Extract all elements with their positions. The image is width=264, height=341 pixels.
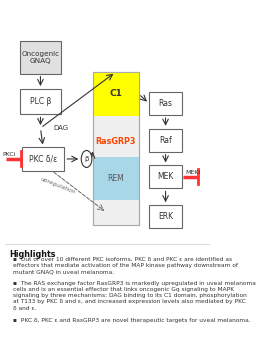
Text: ▪  The RAS exchange factor RasGRP3 is markedly upregulated in uveal melanoma
cel: ▪ The RAS exchange factor RasGRP3 is mar…: [13, 281, 256, 311]
Text: MEKi: MEKi: [185, 170, 200, 175]
FancyBboxPatch shape: [20, 89, 61, 115]
FancyBboxPatch shape: [149, 129, 182, 152]
Text: MEK: MEK: [157, 173, 174, 181]
Text: PKC δ/ε: PKC δ/ε: [29, 154, 57, 163]
Text: PLC β: PLC β: [30, 97, 51, 106]
Text: ▪  Out of over 10 different PKC isoforms, PKC δ and PKC ε are identified as
effe: ▪ Out of over 10 different PKC isoforms,…: [13, 257, 238, 275]
Text: REM: REM: [107, 174, 124, 183]
FancyBboxPatch shape: [93, 72, 139, 116]
Text: Raf: Raf: [159, 136, 172, 145]
FancyBboxPatch shape: [20, 42, 61, 74]
Circle shape: [81, 150, 92, 167]
FancyBboxPatch shape: [93, 72, 139, 225]
Text: Ras: Ras: [159, 99, 173, 108]
Text: PKCi: PKCi: [2, 152, 16, 157]
FancyBboxPatch shape: [93, 157, 139, 201]
FancyBboxPatch shape: [149, 92, 182, 115]
Text: upregulation: upregulation: [40, 176, 76, 195]
Text: DAG: DAG: [54, 125, 69, 131]
Text: ERK: ERK: [158, 212, 173, 221]
Text: Highlights: Highlights: [9, 250, 56, 258]
FancyBboxPatch shape: [149, 205, 182, 228]
Text: Oncogenic
GNAQ: Oncogenic GNAQ: [21, 51, 59, 64]
FancyBboxPatch shape: [149, 165, 182, 189]
Text: RasGRP3: RasGRP3: [96, 137, 136, 146]
Text: β: β: [84, 156, 89, 162]
Text: C1: C1: [109, 89, 122, 98]
FancyBboxPatch shape: [22, 147, 64, 170]
Text: ▪  PKC δ, PKC ε and RasGRP3 are novel therapeutic targets for uveal melanoma.: ▪ PKC δ, PKC ε and RasGRP3 are novel the…: [13, 318, 251, 323]
